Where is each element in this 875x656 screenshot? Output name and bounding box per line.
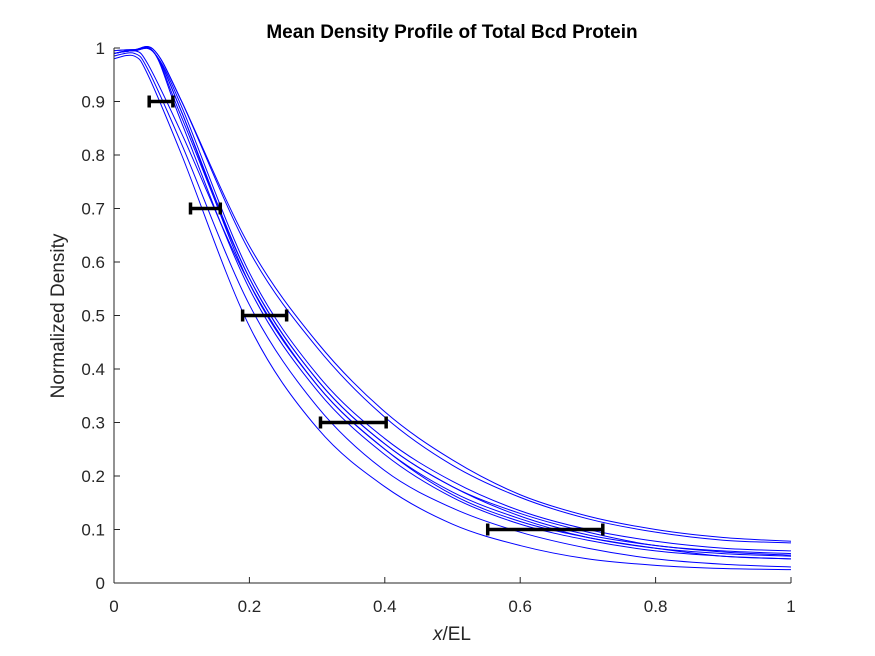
x-axis-title-rest: /EL [442,624,471,645]
errorbar-1 [147,95,175,108]
y-ticks: 0 0.1 0.2 0.3 0.4 0.5 0.6 0.7 0.8 0.9 1 [81,39,120,593]
x-tick-label: 0 [109,597,118,616]
x-tick-label: 0.2 [238,597,262,616]
x-tick-label: 1 [786,597,795,616]
y-tick-label: 0.3 [81,414,105,433]
series-layer [113,46,792,571]
x-tick-label: 0.6 [508,597,532,616]
series-line-10 [113,47,792,552]
chart-title: Mean Density Profile of Total Bcd Protei… [266,22,637,43]
errorbar-3 [240,309,289,322]
x-tick-label: 0.8 [644,597,668,616]
y-tick-label: 0.6 [81,253,105,272]
y-tick-label: 0.2 [81,467,105,486]
x-tick-label: 0.4 [373,597,397,616]
x-axis-title: x/EL [432,624,471,645]
plot-background [114,48,791,583]
y-tick-label: 0.4 [81,360,105,379]
series-line-3 [113,54,792,571]
y-tick-label: 0.8 [81,146,105,165]
errorbar-2 [188,202,223,215]
y-axis-title: Normalized Density [48,233,69,398]
series-line-2 [113,52,792,568]
y-tick-label: 0 [96,574,105,593]
y-tick-label: 0.9 [81,93,105,112]
errorbar-layer [147,95,605,536]
x-ticks: 0 0.2 0.4 0.6 0.8 1 [109,577,796,616]
series-line-7 [113,46,792,542]
y-tick-label: 0.5 [81,307,105,326]
y-tick-label: 0.7 [81,200,105,219]
x-axis-title-italic: x [432,624,444,645]
y-tick-label: 0.1 [81,521,105,540]
errorbar-4 [318,416,388,429]
y-tick-label: 1 [96,39,105,58]
errorbar-5 [485,523,605,536]
series-line-9 [113,47,792,556]
